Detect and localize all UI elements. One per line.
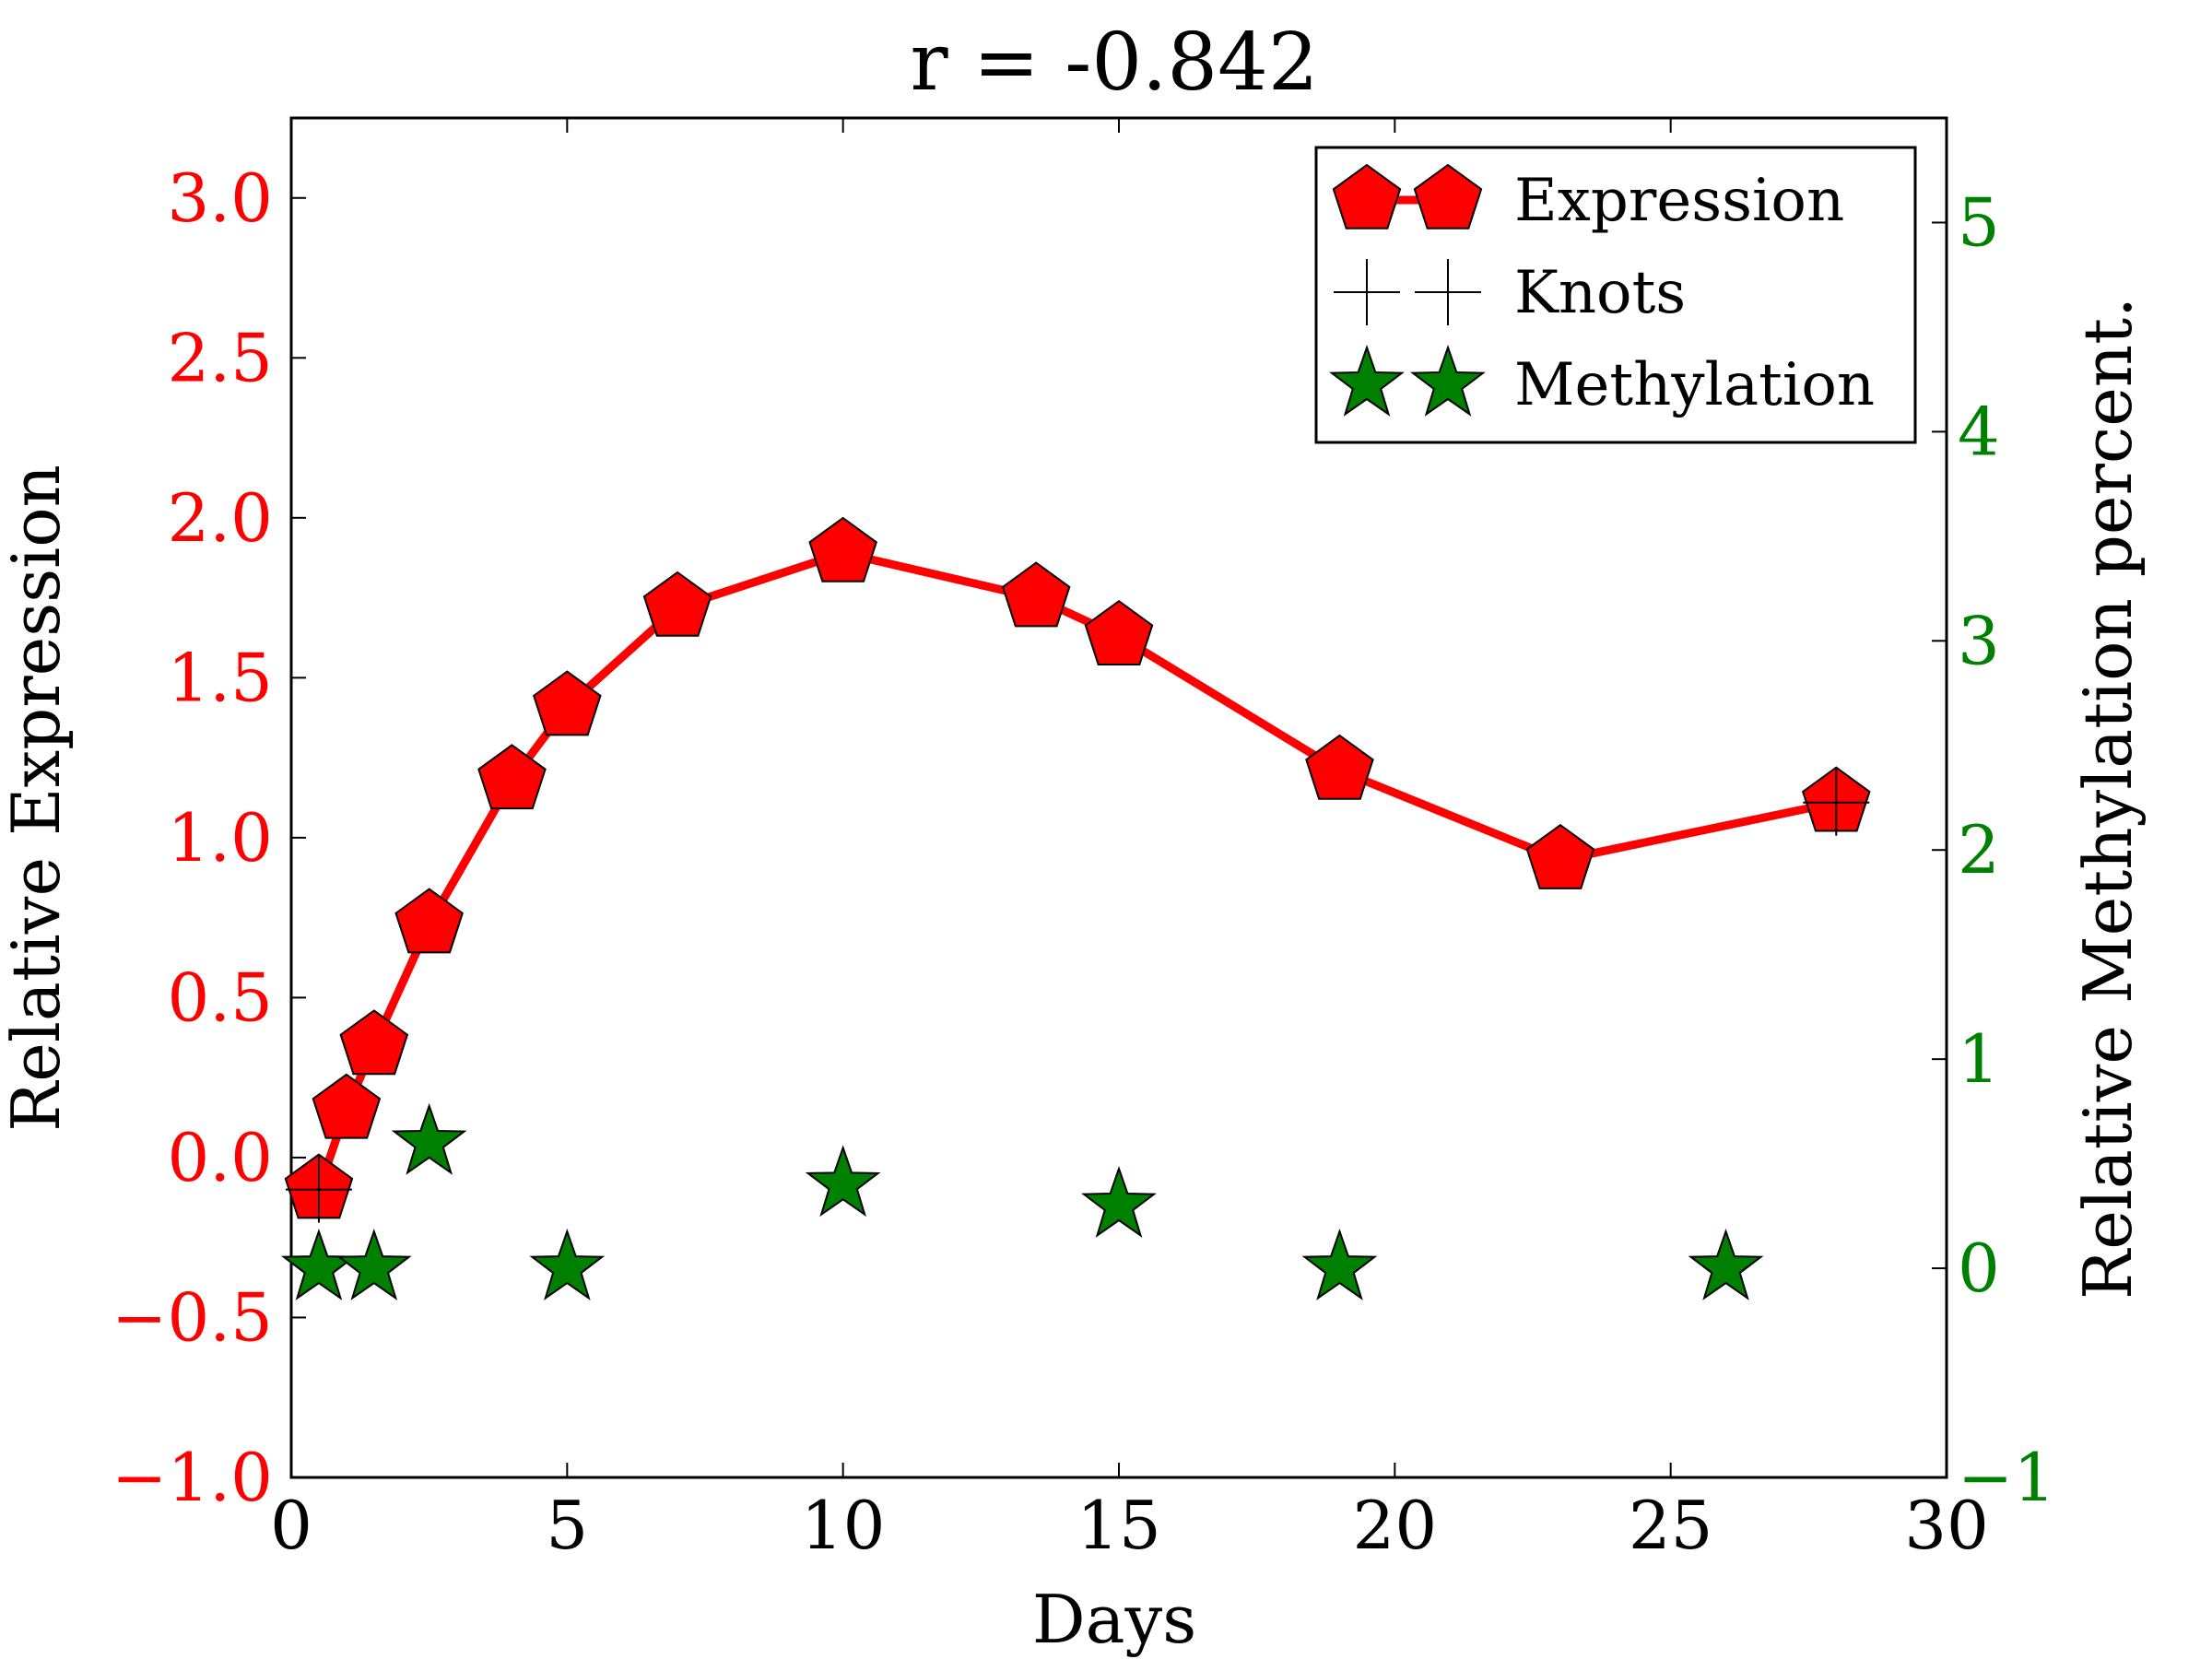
x-tick-label: 0 xyxy=(270,1487,312,1564)
expression-point xyxy=(312,1073,382,1139)
x-tick-label: 15 xyxy=(1077,1487,1161,1564)
y-right-tick-label: 2 xyxy=(1958,811,2000,888)
y-left-tick-label: 0.5 xyxy=(167,959,273,1036)
x-tick-label: 5 xyxy=(546,1487,588,1564)
y-left-tick-label: −0.5 xyxy=(112,1278,273,1356)
legend: Expression Knots Methylation xyxy=(1314,146,1917,444)
y-left-tick-label: 2.0 xyxy=(167,479,273,557)
x-tick-label: 20 xyxy=(1353,1487,1438,1564)
expression-point xyxy=(533,670,602,736)
legend-marker-star xyxy=(1410,344,1486,417)
y-left-tick-label: 1.5 xyxy=(167,639,273,716)
methylation-point xyxy=(391,1102,467,1175)
legend-marker-pentagon xyxy=(1332,163,1402,229)
chart-title: r = -0.842 xyxy=(910,17,1318,109)
legend-label: Knots xyxy=(1514,259,1686,327)
legend-label: Expression xyxy=(1514,167,1844,235)
legend-marker-star xyxy=(1329,344,1405,417)
y-right-tick-label: 1 xyxy=(1958,1020,2000,1098)
x-axis-label: Days xyxy=(1032,1581,1196,1658)
y-right-tick-label: 5 xyxy=(1958,183,2000,261)
y-right-tick-label: 4 xyxy=(1958,393,2000,470)
methylation-point xyxy=(1301,1229,1378,1300)
methylation-point xyxy=(1081,1165,1157,1238)
methylation-point xyxy=(1688,1229,1764,1300)
y-right-tick-label: 0 xyxy=(1958,1230,2000,1307)
y-right-tick-label: −1 xyxy=(1958,1439,2055,1516)
y-left-tick-label: 1.0 xyxy=(167,799,273,877)
y-left-tick-label: 2.5 xyxy=(167,319,273,396)
y-axis-right-label: Relative Methylation percent. xyxy=(2069,297,2147,1300)
expression-point xyxy=(477,744,547,810)
methylation-point xyxy=(335,1229,412,1300)
axes-frame xyxy=(289,116,1948,1479)
expression-point xyxy=(1001,561,1071,628)
y-right-tick-label: 3 xyxy=(1958,602,2000,679)
methylation-point xyxy=(529,1229,606,1300)
y-left-tick-label: −1.0 xyxy=(112,1439,273,1516)
y-left-tick-label: 3.0 xyxy=(167,159,273,237)
methylation-point xyxy=(805,1145,881,1218)
expression-point xyxy=(339,1009,409,1076)
plot-area: 0 5 10 15 20 25 30−1.0−0.50.00.51.01.52.02.53.… xyxy=(112,116,2055,1564)
y-axis-left-label: Relative Expression xyxy=(0,465,75,1132)
expression-point xyxy=(1084,600,1154,665)
legend-label: Methylation xyxy=(1514,351,1875,419)
x-tick-label: 25 xyxy=(1629,1487,1713,1564)
x-tick-label: 30 xyxy=(1904,1487,1989,1564)
y-left-tick-label: 0.0 xyxy=(167,1119,273,1196)
expression-point xyxy=(808,516,877,582)
expression-point xyxy=(642,571,712,637)
expression-point xyxy=(1525,823,1595,889)
x-tick-label: 10 xyxy=(801,1487,886,1564)
expression-point xyxy=(1305,734,1374,800)
expression-point xyxy=(394,888,464,954)
legend-marker-pentagon xyxy=(1413,163,1483,229)
